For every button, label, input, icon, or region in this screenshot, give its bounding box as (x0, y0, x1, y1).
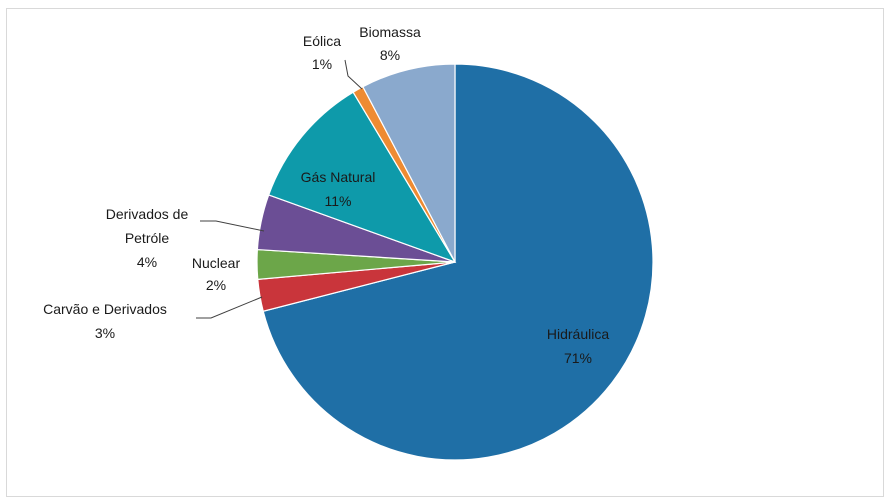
label-name-derivados-line2: Petróle (125, 230, 170, 246)
label-name-eolica: Eólica (303, 33, 341, 49)
label-pct-derivados: 4% (137, 254, 157, 270)
label-pct-carvao: 3% (95, 325, 115, 341)
leader-line-derivados-petroleo (200, 220, 265, 232)
label-pct-eolica: 1% (312, 56, 332, 72)
pie-slice-biomassa (362, 63, 456, 263)
label-name-nuclear: Nuclear (192, 255, 241, 271)
slice-labels: Hidráulica 71% Carvão e Derivados 3% Nuc… (43, 24, 609, 366)
label-pct-nuclear: 2% (206, 277, 226, 293)
label-name-hidraulica: Hidráulica (547, 326, 609, 342)
label-name-derivados-line1: Derivados de (106, 206, 189, 222)
label-name-carvao: Carvão e Derivados (43, 301, 167, 317)
label-pct-hidraulica: 71% (564, 350, 592, 366)
leader-lines (196, 59, 363, 319)
label-pct-gas-natural: 11% (325, 193, 352, 209)
label-name-gas-natural: Gás Natural (301, 169, 376, 185)
label-pct-biomassa: 8% (380, 47, 400, 63)
leader-line-carvao (196, 296, 263, 319)
pie-slice-gas-natural (267, 91, 457, 264)
leader-line-eolica (344, 59, 363, 90)
pie-slices (256, 63, 654, 461)
pie-slice-hidraulica (262, 63, 654, 461)
label-name-biomassa: Biomassa (359, 24, 421, 40)
